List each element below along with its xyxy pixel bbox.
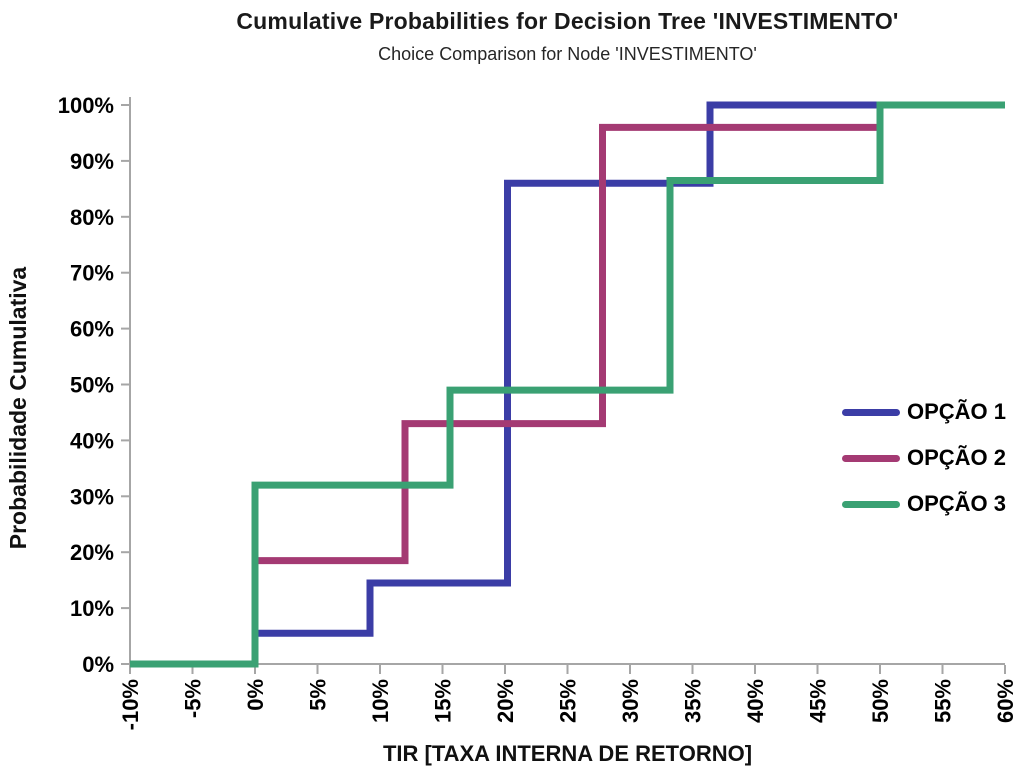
chart-title: Cumulative Probabilities for Decision Tr… [236,8,899,34]
x-tick-label: 50% [868,679,893,723]
x-tick-label: 60% [993,679,1018,723]
series-line-2 [130,101,1005,668]
legend-line-swatch [842,408,900,416]
x-tick-label: 40% [743,679,768,723]
y-tick-label: 50% [70,373,114,398]
x-tick-label: 20% [493,679,518,723]
x-axis-title: TIR [TAXA INTERNA DE RETORNO] [382,741,753,766]
y-tick-label: 80% [70,205,114,230]
x-tick-label: 5% [306,679,331,711]
y-tick-label: 70% [70,261,114,286]
y-tick-label: 30% [70,484,114,509]
x-tick-label: 15% [431,679,456,723]
x-tick-label: 35% [681,679,706,723]
legend: OPÇÃO 1 OPÇÃO 2 OPÇÃO 3 [842,397,1006,519]
x-tick-label: 0% [243,679,268,711]
legend-item-3: OPÇÃO 3 [842,489,1006,519]
legend-item-1: OPÇÃO 1 [842,397,1006,427]
legend-line-swatch [842,500,900,508]
x-tick-label: -5% [181,679,206,718]
x-tick-label: 30% [618,679,643,723]
x-tick-label: 10% [368,679,393,723]
y-tick-label: 10% [70,596,114,621]
title-block: Cumulative Probabilities for Decision Tr… [130,8,1005,65]
legend-line-swatch [842,454,900,462]
series-line-1 [130,101,1005,668]
legend-label: OPÇÃO 2 [907,445,1007,470]
y-tick-label: 60% [70,317,114,342]
legend-label: OPÇÃO 1 [907,399,1007,424]
y-tick-label: 20% [70,540,114,565]
legend-item-2: OPÇÃO 2 [842,443,1006,473]
chart-subtitle: Choice Comparison for Node 'INVESTIMENTO… [378,44,757,64]
y-tick-label: 0% [82,652,114,677]
x-tick-label: -10% [118,679,143,730]
x-tick-label: 45% [806,679,831,723]
x-tick-label: 55% [931,679,956,723]
legend-label: OPÇÃO 3 [907,491,1007,516]
x-tick-label: 25% [556,679,581,723]
series-line-3 [130,101,1005,668]
y-tick-label: 100% [58,93,114,118]
y-tick-label: 90% [70,149,114,174]
y-tick-label: 40% [70,428,114,453]
